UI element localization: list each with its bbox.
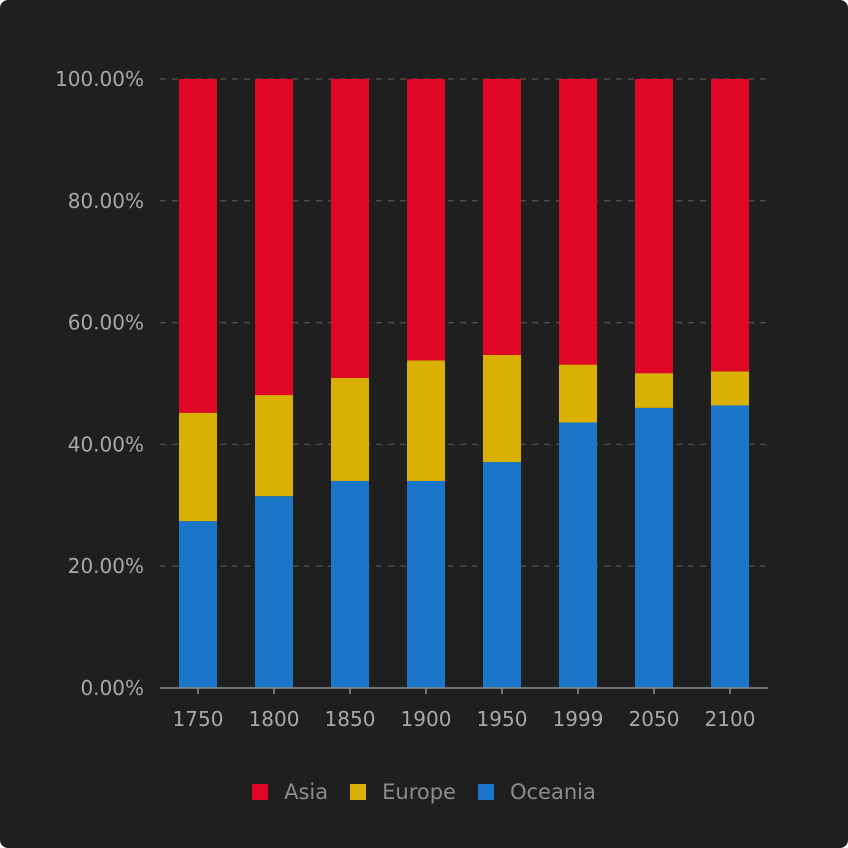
bar-asia-1800 [255,79,293,396]
bar-europe-1800 [255,395,293,497]
x-tick-label: 1950 [477,707,528,731]
bar-oceania-1750 [179,521,217,688]
x-tick-label: 1850 [325,707,376,731]
bar-asia-1950 [483,79,521,355]
y-tick-label: 60.00% [68,311,144,335]
legend-label: Asia [284,780,329,804]
legend-item-asia[interactable]: Asia [252,780,328,804]
bar-europe-1850 [331,378,369,481]
bar-asia-2100 [711,79,749,372]
x-tick-label: 2050 [629,707,680,731]
bar-oceania-1850 [331,480,369,688]
chart-legend: Asia Europe Oceania [0,774,848,810]
legend-item-oceania[interactable]: Oceania [477,780,596,804]
bar-asia-1999 [559,79,597,365]
legend-swatch [350,784,367,800]
bar-asia-2050 [635,79,673,374]
bar-oceania-2050 [635,407,673,688]
bar-europe-1750 [179,412,217,522]
legend-swatch [252,784,269,800]
y-tick-label: 80.00% [68,189,144,213]
bar-europe-1999 [559,364,597,423]
legend-label: Europe [382,780,456,804]
stacked-bar-chart: 0.00% 20.00% 40.00% 60.00% 80.00% 100.00% 1750… [55,67,768,731]
legend-item-europe[interactable]: Europe [350,780,456,804]
x-tick-label: 1900 [401,707,452,731]
bar-oceania-1950 [483,462,521,688]
bar-oceania-2100 [711,405,749,688]
bar-asia-1850 [331,79,369,379]
y-tick-label: 100.00% [55,67,144,91]
bar-europe-1900 [407,360,445,481]
bar-asia-1750 [179,79,217,413]
legend-label: Oceania [509,780,596,804]
y-tick-label: 0.00% [80,676,144,700]
y-tick-label: 20.00% [68,554,144,578]
bar-europe-2100 [711,371,749,406]
x-tick-label: 2100 [705,707,756,731]
bar-europe-1950 [483,354,521,463]
y-tick-label: 40.00% [68,432,144,456]
bar-asia-1900 [407,79,445,361]
bar-europe-2050 [635,373,673,408]
x-tick-label: 1750 [173,707,224,731]
legend-swatch [477,784,494,800]
x-tick-label: 1999 [553,707,604,731]
bar-oceania-1900 [407,480,445,688]
bar-oceania-1800 [255,496,293,688]
x-tick-label: 1800 [249,707,300,731]
bar-oceania-1999 [559,422,597,688]
